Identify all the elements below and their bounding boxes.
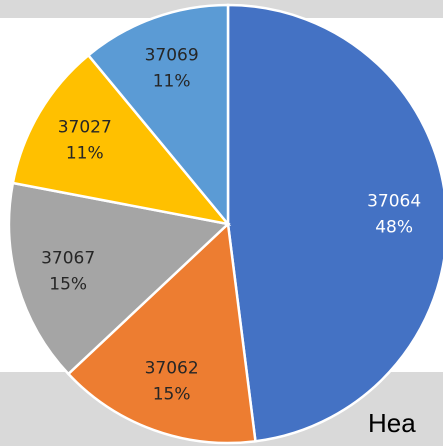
slice-value-label: 15% <box>153 385 191 405</box>
pie-slice <box>86 3 230 228</box>
pie-slice <box>226 3 443 443</box>
pie-slice <box>66 221 257 445</box>
slice-value-label: 11% <box>153 71 191 91</box>
pie-slice <box>7 181 231 376</box>
slice-category-label: 37067 <box>41 248 95 268</box>
slice-value-label: 15% <box>49 274 87 294</box>
slice-value-label: 48% <box>375 218 413 238</box>
slice-category-label: 37027 <box>58 117 112 137</box>
pie: 37064 48% 37062 15% 37067 15% 37027 11% 37069 11% <box>7 3 443 445</box>
slice-category-label: 37062 <box>145 359 199 379</box>
slice-value-label: 11% <box>66 143 104 163</box>
pie-slice <box>11 53 232 226</box>
slice-category-label: 37064 <box>367 192 421 212</box>
footer-text: Hea <box>368 408 416 438</box>
slice-category-label: 37069 <box>145 45 199 65</box>
